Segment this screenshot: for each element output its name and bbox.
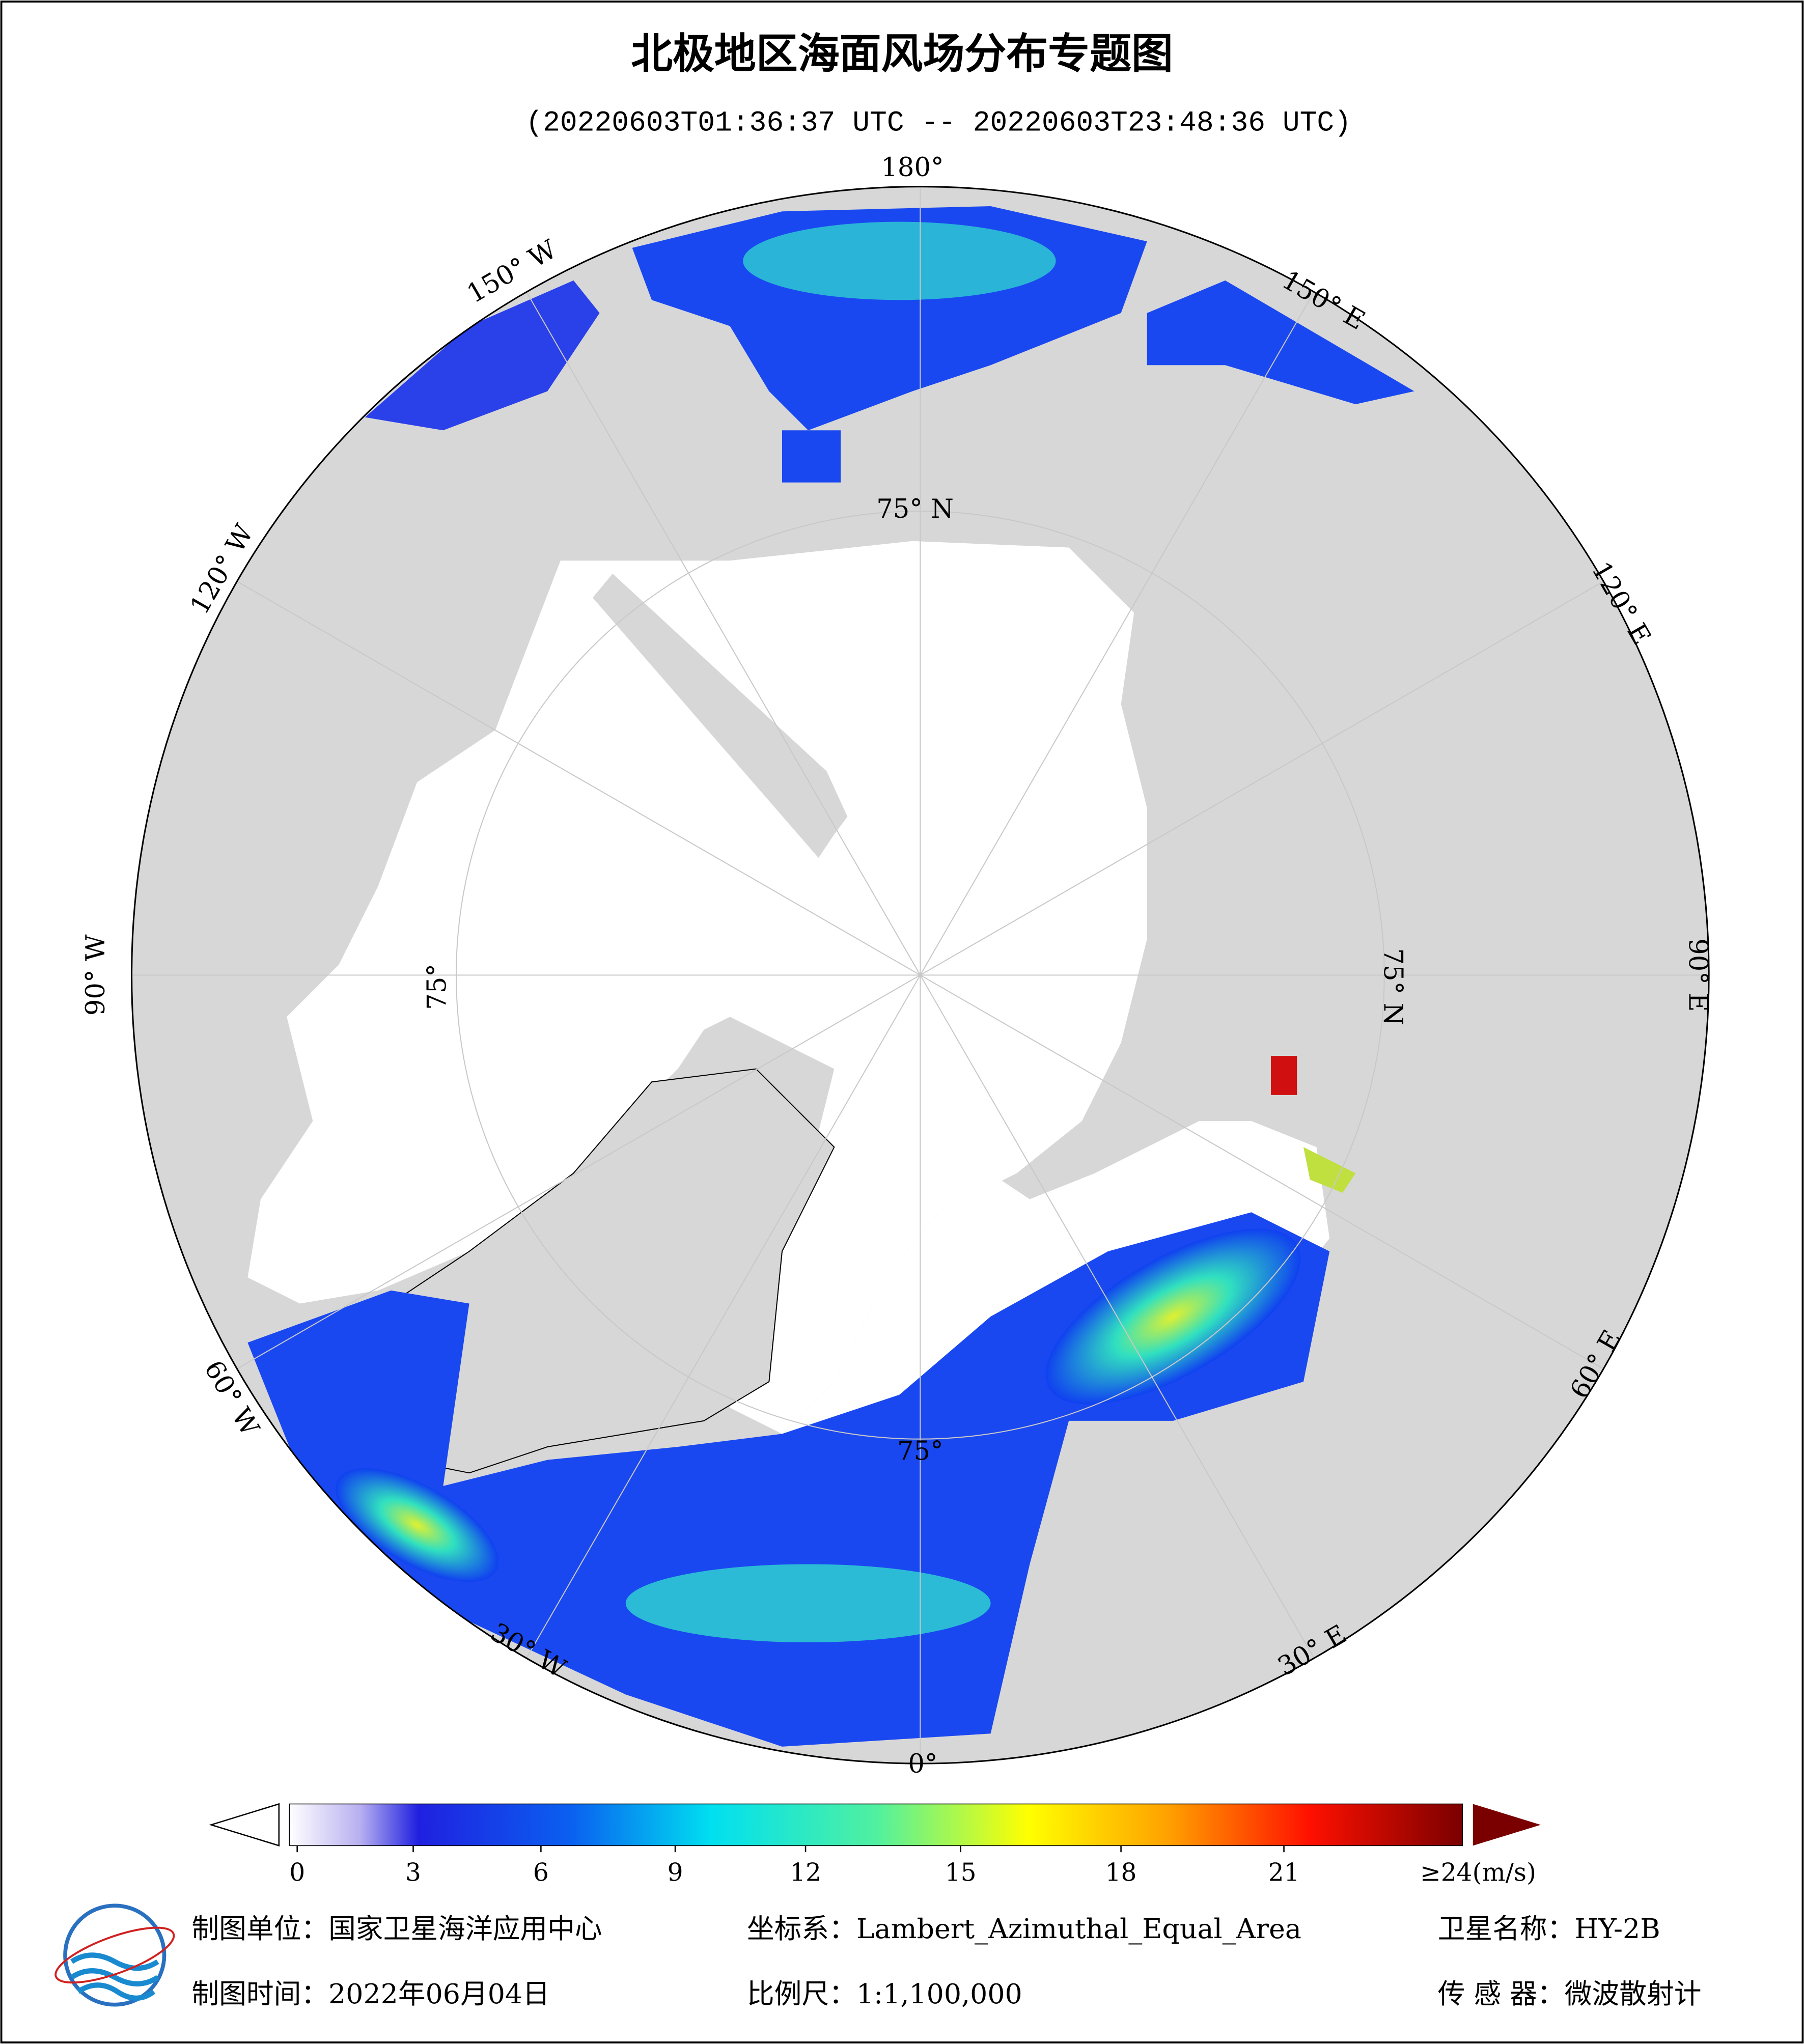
greenland [390,1068,835,1474]
parallel-label: 75° N [876,494,954,524]
colorbar-tick-label: 0 [289,1859,305,1887]
graticule [131,186,1709,1764]
satellite: 卫星名称：HY-2B [1438,1913,1660,1945]
wind-irminger [336,1468,499,1582]
wind-barents [1045,1228,1301,1405]
colorbar-tick-label: 9 [668,1859,683,1887]
projection: 坐标系：Lambert_Azimuthal_Equal_Area [747,1913,1301,1945]
meridian-label: 90° W [80,934,111,1016]
map-border [131,186,1710,1765]
meridian-label: 0° [908,1749,937,1779]
scale: 比例尺：1:1,100,000 [747,1978,1022,2010]
meridian-label: 180° [881,152,943,183]
wind-bering [743,221,1056,300]
time-range: (20220603T01:36:37 UTC -- 20220603T23:48… [525,106,1351,139]
colorbar-ticks: 0 3 6 9 12 15 18 21 [289,1845,1300,1887]
colorbar-tick-label: 12 [790,1859,821,1887]
colorbar-max-extend [1473,1804,1541,1846]
logo [54,1903,175,2007]
parallel-label: 75° N [1378,948,1408,1025]
wind-patch [782,430,841,483]
colorbar-tick-label: 21 [1268,1859,1300,1887]
sensor: 传 感 器：微波散射计 [1438,1978,1702,2010]
colorbar-tick-label: 15 [945,1859,977,1887]
date: 制图时间：2022年06月04日 [191,1978,550,2010]
parallel-label: 75° [897,1436,943,1467]
colorbar [289,1803,1463,1846]
wind-patch [1303,1147,1356,1193]
arctic-ocean [313,541,1147,1434]
colorbar-min-extend [209,1803,280,1847]
colorbar-tick-label: 18 [1105,1859,1137,1887]
title: 北极地区海面风场分布专题图 [631,30,1173,78]
wind-norwegian [625,1564,991,1643]
wind-patch [1270,1056,1297,1095]
map [131,186,1709,1764]
colorbar-tick-label: 3 [405,1859,421,1887]
wind-okhotsk [1147,280,1414,405]
colorbar-max-label: ≥24(m/s) [1420,1859,1536,1887]
producer: 制图单位：国家卫星海洋应用中心 [191,1913,602,1945]
meridian-label: 90° E [1683,938,1713,1012]
parallel-label: 75° [422,964,453,1010]
colorbar-tick-label: 6 [533,1859,549,1887]
